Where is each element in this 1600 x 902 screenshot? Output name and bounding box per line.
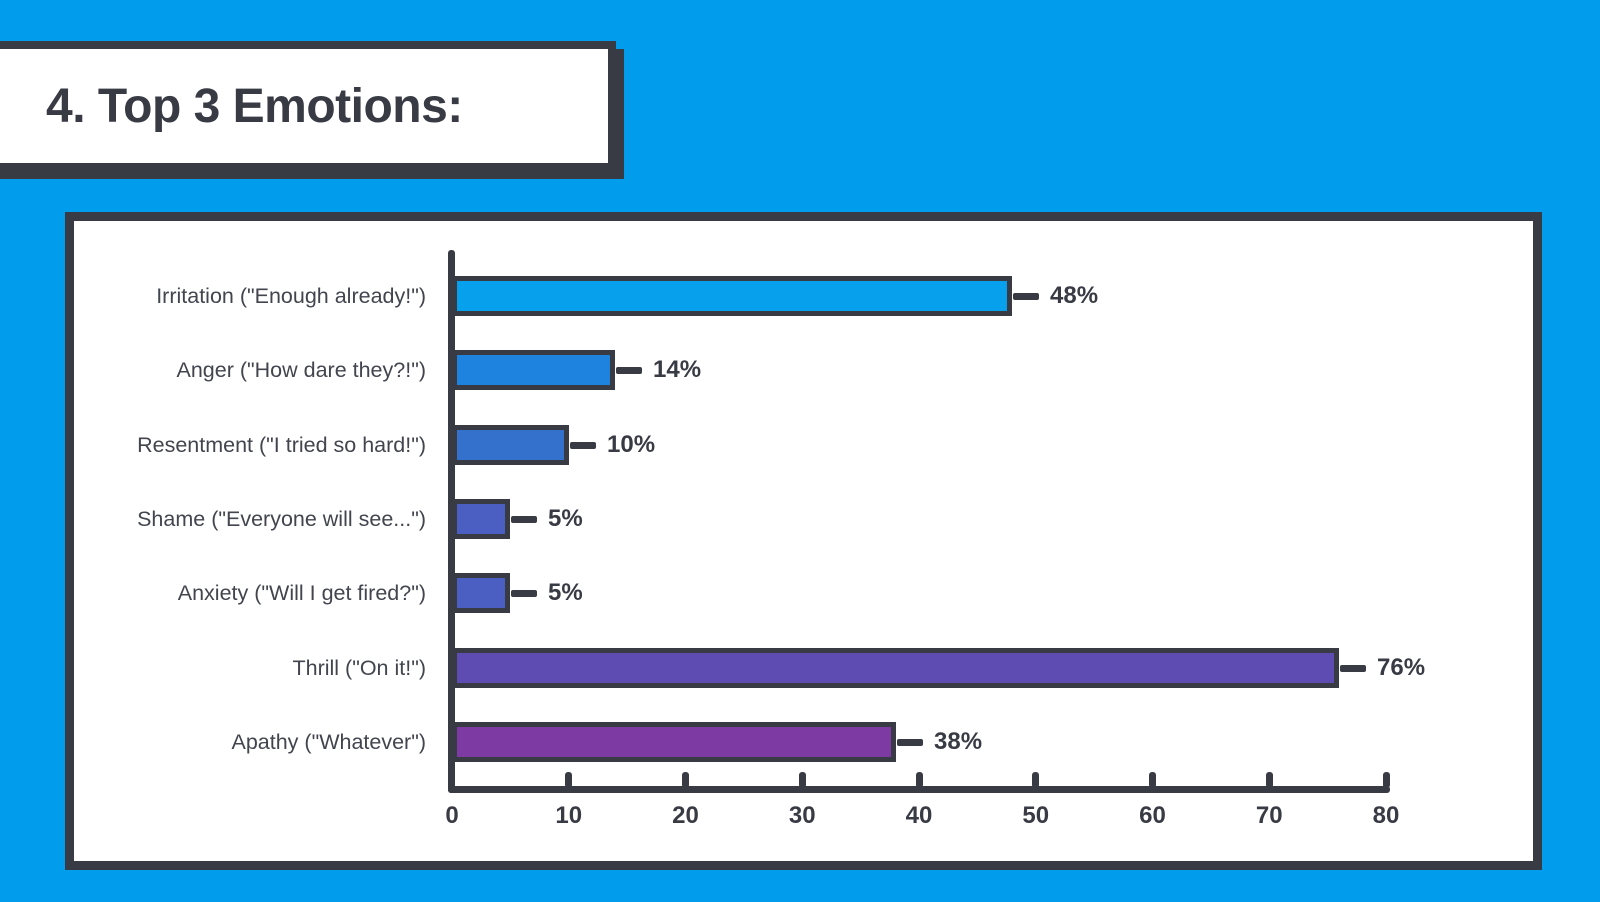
value-label: 48% [1050, 282, 1099, 309]
x-tick-label: 10 [555, 802, 583, 829]
value-connector-line [1013, 293, 1039, 300]
value-connector-line [570, 442, 596, 449]
value-connector-line [511, 516, 537, 523]
bar-3 [452, 499, 510, 539]
bar-5 [452, 648, 1339, 688]
x-tick-mark [915, 772, 923, 788]
category-label: Anger ("How dare they?!") [176, 358, 427, 382]
value-label: 14% [653, 356, 702, 383]
x-tick-label: 20 [672, 802, 699, 829]
bar-2 [452, 425, 569, 465]
x-tick-mark [1149, 772, 1156, 788]
chart-panel: 0 10 20 30 40 50 60 70 80 Irritation ("Enough al… [65, 212, 1542, 870]
value-connector-line [511, 590, 537, 597]
x-tick-label: 40 [905, 802, 933, 829]
x-tick-label: 80 [1372, 802, 1400, 829]
x-tick-label: 70 [1255, 802, 1283, 829]
value-connector-line [897, 739, 923, 746]
bar-0 [452, 276, 1012, 316]
x-tick-mark [798, 772, 806, 788]
y-axis-line [448, 250, 455, 793]
category-label: Thrill ("On it!") [292, 656, 426, 680]
category-label: Anxiety ("Will I get fired?") [177, 581, 426, 605]
x-tick-mark [1382, 772, 1390, 788]
value-label: 76% [1377, 654, 1426, 681]
category-label: Apathy ("Whatever") [231, 730, 427, 754]
value-connector-line [616, 367, 642, 374]
value-label: 38% [934, 728, 983, 755]
value-label: 5% [548, 579, 583, 606]
bar-1 [452, 350, 615, 390]
x-tick-label: 50 [1022, 802, 1050, 829]
value-label: 10% [607, 431, 656, 458]
value-connector-line [1340, 665, 1366, 672]
x-tick-label: 60 [1139, 802, 1166, 829]
title-card: 4. Top 3 Emotions: [0, 41, 616, 171]
category-label: Resentment ("I tried so hard!") [137, 433, 426, 457]
x-tick-mark [1265, 772, 1273, 788]
page-title: 4. Top 3 Emotions: [46, 79, 463, 133]
x-tick-mark [1032, 772, 1040, 788]
category-label: Shame ("Everyone will see...") [137, 507, 426, 531]
x-axis-line [448, 786, 1390, 793]
x-tick-mark [682, 772, 689, 788]
bar-4 [452, 573, 510, 613]
x-tick-mark [565, 772, 573, 788]
bar-6 [452, 722, 896, 762]
category-label: Irritation ("Enough already!") [156, 284, 426, 308]
x-tick-label: 30 [788, 802, 816, 829]
x-tick-label: 0 [445, 802, 459, 829]
value-label: 5% [548, 505, 583, 532]
chart-plot-area: 0 10 20 30 40 50 60 70 80 Irritation ("Enough al… [74, 221, 1533, 861]
